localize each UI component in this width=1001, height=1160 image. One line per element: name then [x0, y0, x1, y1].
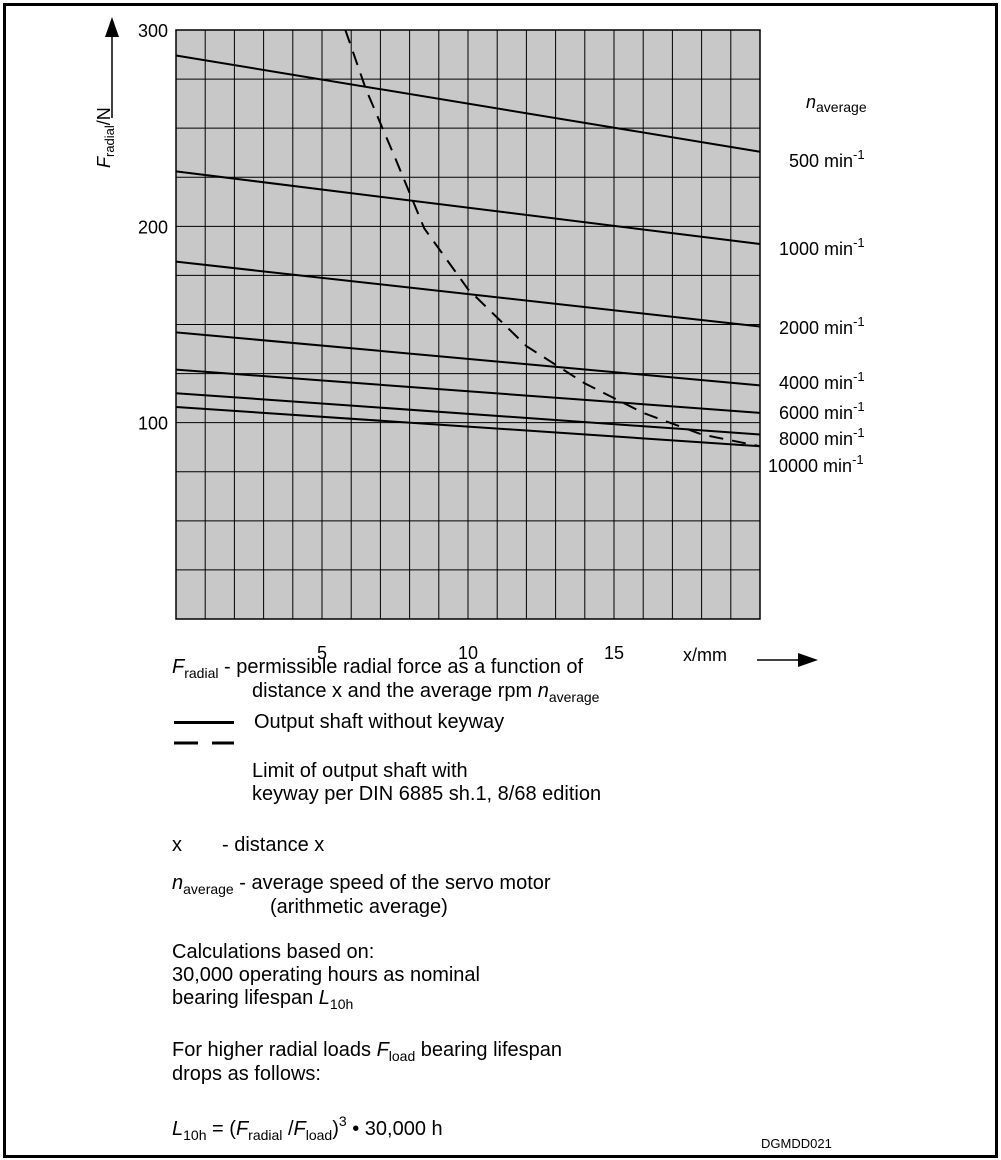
x-axis-arrow-head	[798, 653, 818, 667]
y-axis-label: Fradial/N	[94, 107, 117, 168]
series-label: 2000 min-1	[779, 314, 865, 338]
calculations-note: Calculations based on: 30,000 operating …	[172, 941, 480, 1012]
x-tick-label: 10	[458, 643, 478, 663]
legend-solid-row: Output shaft without keyway	[174, 711, 504, 734]
y-tick-label: 100	[138, 414, 168, 434]
legend-dashed-text: Limit of output shaft with keyway per DIN…	[252, 760, 602, 805]
legend-title: naverage	[806, 92, 867, 115]
legend-fradial: Fradial - permissible radial force as a …	[172, 656, 600, 705]
x-axis-label: x/mm	[683, 645, 727, 665]
dashed-line-swatch	[174, 741, 234, 745]
x-tick-label: 5	[317, 643, 327, 663]
series-line-4000-min	[175, 331, 761, 387]
series-line-10000-min	[175, 405, 761, 448]
y-tick-label: 300	[138, 21, 168, 41]
higher-loads-note: For higher radial loads Fload bearing li…	[172, 1039, 563, 1085]
series-line-2000-min	[175, 260, 761, 328]
series-label: 4000 min-1	[779, 369, 865, 393]
figure-code: DGMDD021	[761, 1136, 832, 1151]
chart-series	[175, 29, 761, 448]
series-label: 1000 min-1	[779, 235, 865, 259]
series-label: 500 min-1	[789, 147, 865, 171]
lifespan-formula: L10h = (Fradial /Fload)3 • 30,000 h	[172, 1113, 443, 1143]
legend-x: x- distance x	[172, 834, 325, 856]
series-line-500-min	[175, 54, 761, 153]
legend-naverage: naverage - average speed of the servo mo…	[172, 872, 551, 918]
series-line-8000-min	[175, 392, 761, 436]
series-keyway-limit-dashed	[344, 29, 761, 448]
chart-grid	[176, 30, 760, 619]
figure-frame	[3, 3, 998, 1158]
chart-axes	[105, 17, 818, 667]
series-line-1000-min	[175, 170, 761, 245]
series-label: 10000 min-1	[768, 452, 864, 476]
series-label: 8000 min-1	[779, 425, 865, 449]
chart-labels: 100 200 300 5 10 15 x/mm Fradial/N naverage 500 m…	[94, 21, 867, 665]
y-tick-label: 200	[138, 217, 168, 237]
solid-line-swatch	[174, 721, 234, 725]
series-line-6000-min	[175, 368, 761, 414]
series-label: 6000 min-1	[779, 399, 865, 423]
x-tick-label: 15	[604, 643, 624, 663]
y-axis-arrow-head	[105, 17, 119, 37]
